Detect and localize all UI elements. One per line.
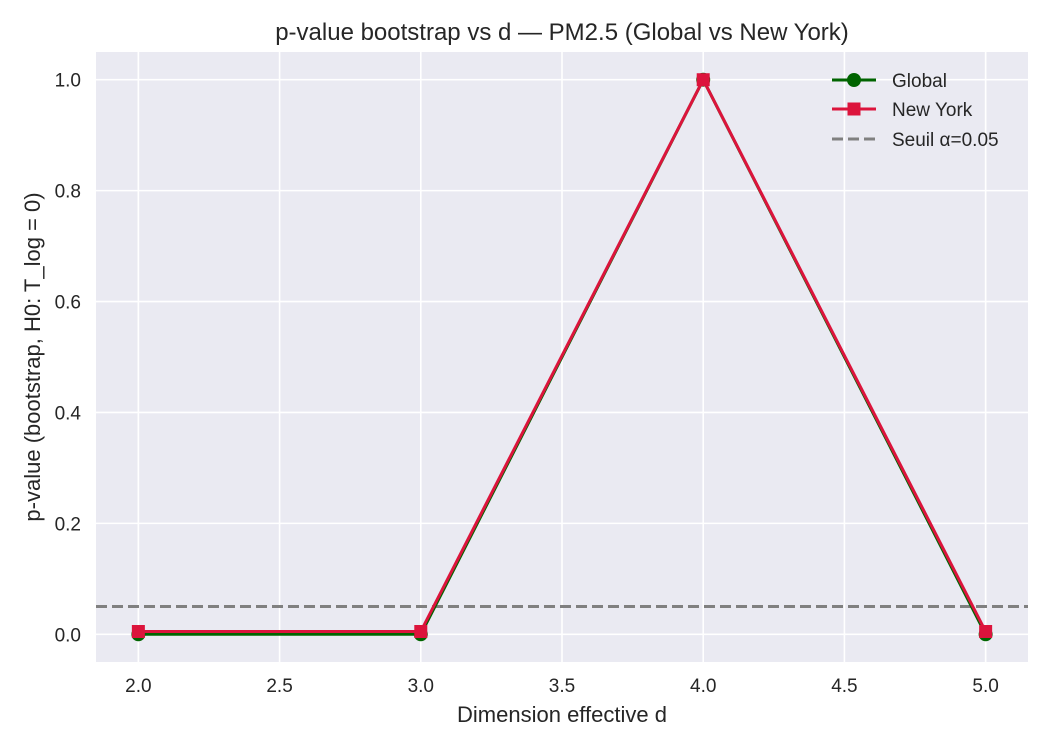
series-group (131, 72, 993, 642)
x-tick-label: 5.0 (972, 676, 998, 697)
legend-marker (847, 73, 861, 87)
grid (96, 52, 1028, 662)
x-tick-labels: 2.0 2.5 3.0 3.5 4.0 4.5 5.0 (125, 676, 999, 697)
x-tick-label: 3.5 (549, 676, 575, 697)
chart-title: p-value bootstrap vs d — PM2.5 (Global v… (275, 19, 849, 46)
x-tick-label: 3.0 (408, 676, 434, 697)
series-line-new-york (138, 78, 987, 633)
legend-label: Global (892, 71, 947, 92)
x-tick-label: 2.5 (266, 676, 292, 697)
x-tick-label: 4.5 (831, 676, 857, 697)
legend: Global New York Seuil α=0.05 (832, 71, 999, 151)
y-tick-label: 0.8 (55, 182, 81, 203)
x-tick-label: 2.0 (125, 676, 151, 697)
y-tick-label: 0.0 (55, 625, 81, 646)
y-tick-labels: 0.0 0.2 0.4 0.6 0.8 1.0 (55, 71, 82, 647)
y-tick-label: 0.4 (55, 403, 82, 424)
y-axis-label: p-value (bootstrap, H0: T_log = 0) (20, 192, 45, 521)
y-tick-label: 0.6 (55, 293, 81, 314)
legend-label: New York (892, 100, 973, 121)
y-tick-label: 1.0 (55, 71, 81, 92)
legend-marker (847, 102, 861, 116)
data-point (696, 73, 710, 87)
data-point (414, 625, 428, 638)
x-axis-label: Dimension effective d (457, 702, 667, 727)
legend-label: Seuil α=0.05 (892, 130, 999, 151)
y-tick-label: 0.2 (55, 514, 81, 535)
data-point (979, 625, 993, 638)
x-tick-label: 4.0 (690, 676, 716, 697)
data-point (131, 625, 145, 638)
